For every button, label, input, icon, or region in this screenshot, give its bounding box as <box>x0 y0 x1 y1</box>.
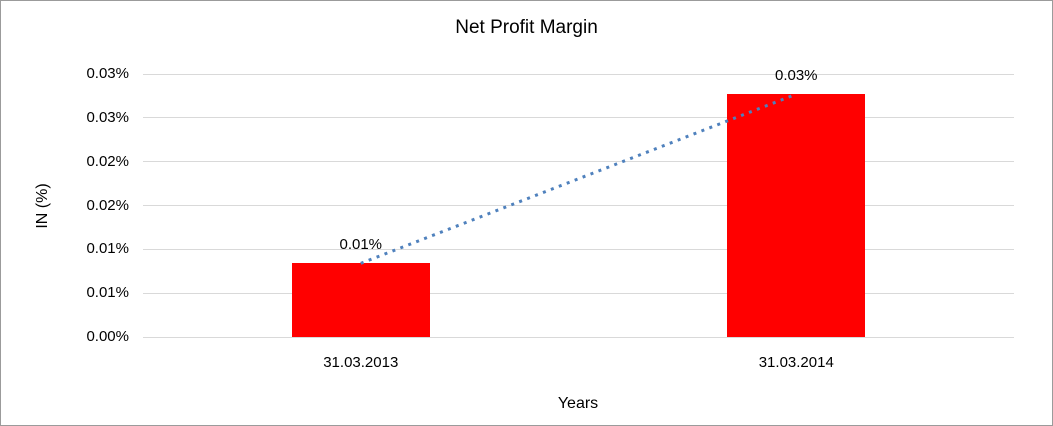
bar-31-03-2014[interactable] <box>727 94 866 337</box>
gridline <box>143 161 1014 163</box>
trendline[interactable] <box>360 92 797 265</box>
y-axis-tick-label: 0.03% <box>86 108 129 126</box>
gridline <box>143 292 1014 294</box>
plot-area <box>143 73 1014 338</box>
gridline <box>143 117 1014 119</box>
y-axis-tick-label: 0.01% <box>86 284 129 302</box>
bar-value-label: 0.03% <box>774 67 818 85</box>
gridline <box>143 336 1014 338</box>
trendline-layer <box>360 92 797 265</box>
gridline <box>143 73 1014 75</box>
chart-title: Net Profit Margin <box>455 17 598 38</box>
x-axis-tick-label: 31.03.2013 <box>323 354 399 371</box>
gridline <box>143 248 1014 250</box>
gridline <box>143 205 1014 206</box>
x-axis-tick-label: 31.03.2014 <box>758 354 834 371</box>
x-axis-title: Years <box>557 395 599 412</box>
y-axis-tick-label: 0.02% <box>86 196 129 214</box>
bar-value-label: 0.01% <box>339 236 383 254</box>
y-axis-tick-label: 0.00% <box>86 328 129 345</box>
bar-31-03-2013[interactable] <box>291 263 430 337</box>
y-axis-tick-label: 0.02% <box>86 152 129 170</box>
y-axis-tick-label: 0.03% <box>86 65 129 82</box>
y-axis-tick-label: 0.01% <box>86 240 129 258</box>
